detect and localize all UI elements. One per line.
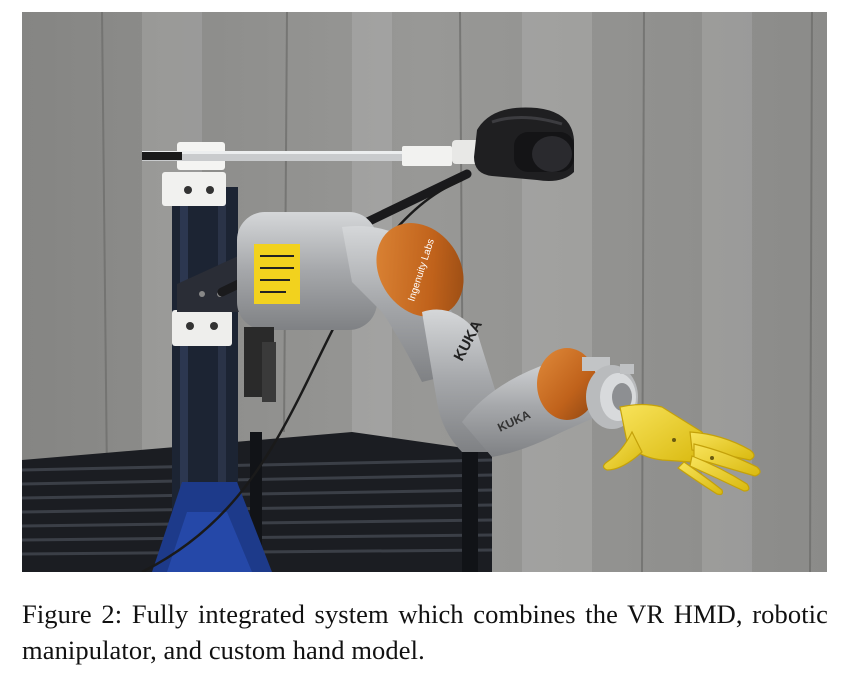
headset-rail [142, 146, 477, 166]
vr-headset [452, 107, 574, 181]
robot-joint-upper: Ingenuity Labs [376, 223, 464, 317]
robotic-hand [602, 403, 761, 496]
robot-base [237, 212, 377, 402]
figure-caption: Figure 2: Fully integrated system which … [22, 596, 828, 668]
figure-caption-text: Fully integrated system which combines t… [22, 599, 828, 665]
metal-cart [22, 432, 493, 572]
photo-illustration: Ingenuity Labs KUKA KUKA [22, 12, 827, 572]
robot-system-photo: Ingenuity Labs KUKA KUKA [22, 12, 827, 572]
figure-label: Figure 2: [22, 599, 123, 629]
